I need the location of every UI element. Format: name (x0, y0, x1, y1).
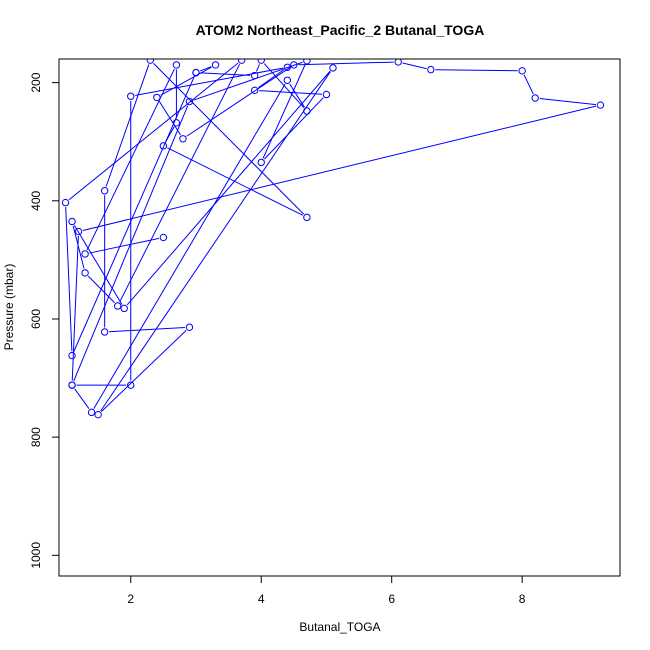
data-point (427, 65, 435, 74)
data-point (237, 59, 246, 64)
data-point (250, 71, 259, 80)
series-line-segment (73, 225, 123, 305)
data-point (257, 59, 265, 64)
data-point (257, 158, 265, 167)
series-line-segment (289, 83, 305, 108)
series-line-segment (258, 69, 284, 89)
data-point (185, 323, 194, 331)
plot-frame (58, 58, 621, 577)
series-line-segment (263, 97, 324, 160)
series-line-segment (109, 327, 185, 333)
data-point (329, 64, 337, 72)
data-point (120, 304, 128, 313)
series-line-segment (89, 237, 160, 254)
y-tick-label: 200 (29, 72, 43, 92)
series-line-segment (263, 63, 305, 108)
data-point (322, 90, 331, 99)
series-line-segment (160, 66, 212, 96)
data-point (146, 59, 155, 64)
data-point (114, 302, 122, 310)
series-line-segment (167, 147, 304, 216)
series-line-segment (539, 97, 597, 106)
data-point (518, 67, 526, 75)
data-point (192, 68, 200, 77)
x-tick-label: 4 (258, 592, 265, 606)
series-layer (61, 59, 605, 419)
x-tick-label: 2 (127, 592, 134, 606)
data-point (153, 93, 161, 102)
data-point (290, 61, 298, 69)
series-line-segment (82, 105, 597, 231)
x-axis-label: Butanal_TOGA (299, 620, 380, 634)
y-axis: 200 400 600 800 1000 (29, 72, 60, 569)
series-line-segment (402, 62, 427, 70)
data-point (127, 381, 135, 389)
data-point (283, 76, 292, 84)
series-line-segment (74, 388, 90, 409)
series-line-segment (101, 330, 187, 412)
data-point (172, 61, 181, 69)
series-line-segment (65, 207, 73, 352)
series-line-segment (93, 83, 286, 409)
data-point (531, 94, 539, 102)
y-tick-label: 400 (29, 190, 43, 210)
series-line-segment (68, 62, 239, 201)
series-line-segment (186, 66, 291, 137)
data-point (68, 351, 76, 360)
series-line-segment (100, 71, 331, 412)
series-line-segment (435, 69, 518, 72)
data-point (394, 59, 402, 66)
y-tick-label: 1000 (29, 542, 43, 569)
data-point (303, 107, 311, 115)
data-point (81, 250, 89, 258)
chart-title: ATOM2 Northeast_Pacific_2 Butanal_TOGA (196, 22, 485, 38)
series-line-segment (200, 72, 251, 76)
series-line-segment (153, 63, 305, 215)
data-point (185, 97, 194, 106)
data-point (211, 61, 220, 69)
series-line-segment (262, 64, 306, 159)
series-line-segment (105, 64, 150, 187)
data-point (68, 381, 76, 389)
data-point (283, 63, 292, 71)
data-point (596, 101, 605, 109)
x-tick-label: 8 (519, 592, 526, 606)
y-axis-label: Pressure (mbar) (2, 264, 16, 351)
series-line-segment (73, 105, 189, 382)
data-point (127, 92, 135, 100)
data-point (100, 328, 109, 336)
series-line-segment (135, 67, 283, 96)
series-line-segment (126, 70, 331, 306)
data-point (81, 269, 89, 277)
data-point (68, 217, 76, 226)
data-point (74, 227, 83, 236)
series-line-segment (119, 63, 241, 303)
series-line-segment (72, 225, 85, 269)
series-line-segment (199, 66, 212, 72)
x-tick-label: 6 (388, 592, 395, 606)
series-line-segment (255, 64, 260, 72)
series-line-segment (71, 236, 79, 381)
data-point (94, 410, 102, 419)
data-point (100, 187, 109, 195)
data-point (172, 119, 181, 127)
data-point (179, 135, 187, 143)
x-axis: 2 4 6 8 (127, 575, 526, 606)
data-point (250, 86, 259, 95)
series-line-segment (73, 76, 195, 352)
y-tick-label: 600 (29, 309, 43, 329)
series-line-segment (298, 61, 394, 66)
data-point (303, 213, 311, 222)
y-tick-label: 800 (29, 427, 43, 447)
series-line-segment (158, 100, 181, 136)
series-line-segment (523, 74, 534, 95)
data-point (61, 198, 70, 207)
data-point (159, 142, 168, 150)
series-0 (61, 59, 605, 419)
data-point (159, 233, 168, 242)
data-point (303, 59, 311, 65)
data-point (87, 408, 96, 417)
